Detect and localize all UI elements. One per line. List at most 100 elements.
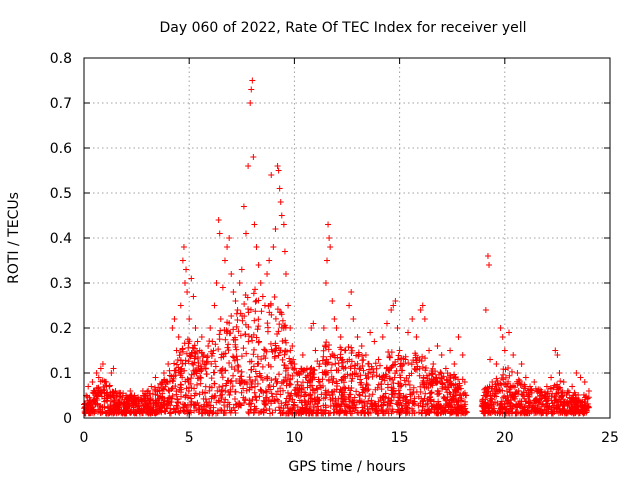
data-point: [423, 409, 430, 416]
data-point: [113, 407, 120, 414]
data-point: [188, 371, 195, 378]
data-point: [545, 408, 552, 415]
data-point: [187, 353, 194, 360]
data-point: [245, 409, 252, 416]
data-point: [143, 408, 150, 415]
data-point: [273, 379, 280, 386]
data-point: [572, 394, 579, 401]
data-point: [275, 352, 282, 359]
data-point: [238, 353, 245, 360]
data-point: [554, 352, 561, 358]
data-point: [294, 381, 301, 388]
data-point: [301, 393, 308, 400]
data-point: [307, 382, 314, 389]
data-point: [549, 400, 556, 407]
data-point: [415, 402, 422, 409]
data-point: [226, 392, 233, 399]
data-point: [181, 401, 188, 408]
data-point: [348, 384, 355, 391]
data-point: [529, 404, 536, 411]
data-point: [298, 365, 305, 372]
data-point: [284, 404, 291, 411]
data-point: [211, 302, 218, 309]
data-point: [327, 244, 334, 250]
data-point: [375, 356, 382, 363]
data-point: [185, 358, 192, 365]
data-point: [331, 406, 338, 413]
data-point: [389, 387, 396, 394]
data-point: [346, 398, 353, 405]
data-point: [502, 374, 509, 381]
data-point: [319, 357, 326, 364]
data-point: [447, 409, 454, 416]
data-point: [543, 383, 550, 390]
data-point: [268, 390, 275, 397]
data-point: [110, 409, 117, 416]
data-point: [211, 380, 218, 387]
data-point: [153, 409, 160, 416]
data-point: [212, 363, 219, 370]
data-point: [202, 396, 209, 403]
data-point: [218, 407, 225, 414]
data-point: [171, 360, 178, 367]
data-point: [209, 338, 216, 345]
data-point: [160, 400, 167, 407]
data-point: [395, 352, 402, 359]
data-point: [486, 262, 493, 268]
data-point: [411, 395, 418, 402]
data-point: [235, 328, 242, 335]
data-point: [551, 382, 558, 389]
data-point: [403, 393, 410, 400]
data-point: [444, 394, 451, 401]
data-point: [551, 393, 558, 400]
data-point: [255, 339, 262, 346]
data-point: [564, 409, 571, 416]
data-point: [181, 280, 188, 286]
data-point: [171, 316, 178, 322]
data-point: [514, 378, 521, 385]
data-point: [87, 397, 94, 403]
data-point: [358, 398, 365, 405]
data-point: [322, 343, 329, 350]
data-point: [543, 402, 550, 409]
data-point: [342, 375, 349, 382]
data-point: [419, 403, 426, 410]
data-point: [268, 377, 275, 384]
data-point: [489, 379, 496, 385]
data-point: [298, 399, 305, 406]
data-point: [338, 346, 345, 353]
data-point: [451, 371, 458, 378]
data-point: [397, 374, 404, 381]
data-point: [150, 407, 157, 414]
data-point: [216, 398, 223, 405]
data-point: [420, 375, 427, 382]
data-point: [265, 303, 272, 310]
data-point: [443, 377, 450, 384]
data-point: [388, 307, 395, 313]
data-point: [175, 364, 182, 371]
data-point: [252, 308, 259, 315]
data-point: [528, 387, 535, 394]
data-point: [421, 381, 428, 388]
data-point: [252, 298, 259, 305]
data-point: [371, 406, 378, 413]
data-point: [562, 408, 569, 415]
data-point: [200, 403, 207, 410]
data-point: [109, 389, 116, 396]
data-point: [227, 378, 234, 385]
data-point: [327, 403, 334, 410]
data-point: [488, 395, 495, 402]
data-point: [94, 391, 101, 398]
data-point: [181, 340, 188, 347]
data-point: [308, 409, 315, 416]
data-point: [275, 167, 282, 174]
data-point: [424, 397, 431, 404]
x-tick-labels: 0 5 10 15 20 25: [80, 430, 619, 446]
data-point: [212, 358, 219, 365]
data-point: [434, 387, 441, 394]
data-point: [548, 374, 555, 381]
data-point: [505, 396, 512, 403]
x-tick-label: 10: [285, 430, 303, 446]
data-point: [151, 386, 158, 393]
data-point: [192, 325, 199, 331]
